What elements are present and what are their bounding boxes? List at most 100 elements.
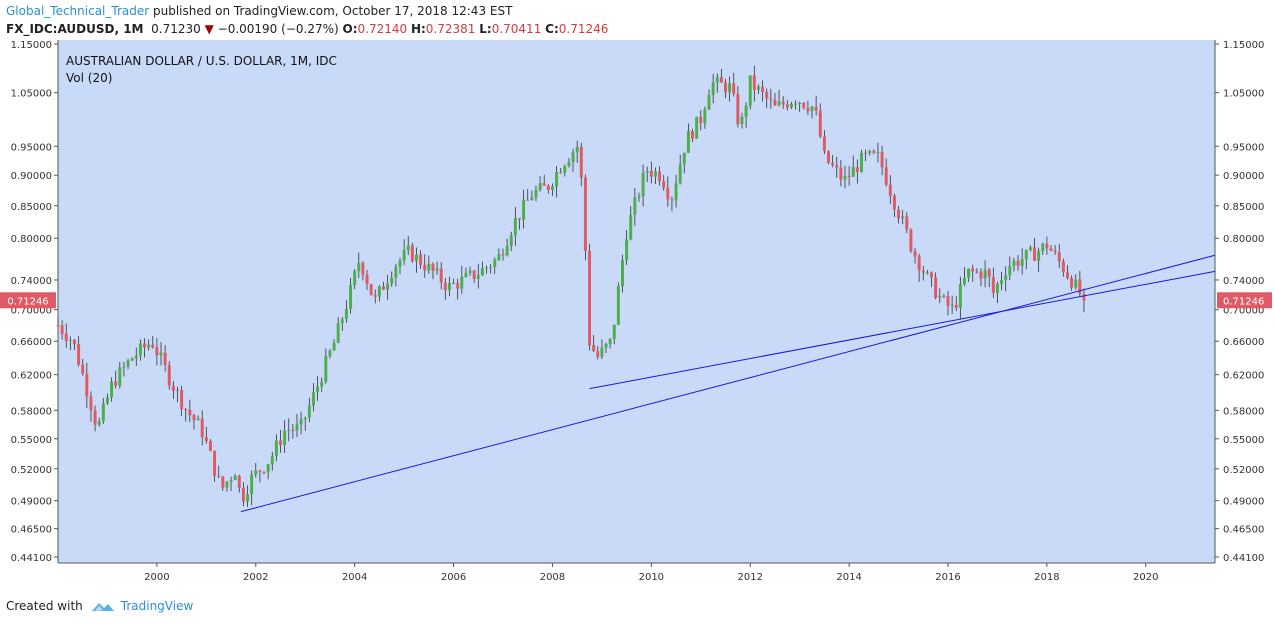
- y-tick-label-left: 0.58000: [11, 406, 52, 417]
- candle-up: [513, 218, 517, 236]
- candle-down: [241, 487, 245, 502]
- candle-down: [872, 150, 876, 153]
- candle-down: [365, 274, 369, 284]
- x-tick-label: 2002: [243, 572, 268, 583]
- x-tick-label: 2012: [737, 572, 762, 583]
- candle-down: [369, 283, 373, 295]
- candle-up: [563, 166, 567, 173]
- candle-up: [629, 214, 633, 240]
- y-tick-label-right: 0.90000: [1223, 171, 1264, 182]
- candle-down: [163, 352, 167, 365]
- candle-down: [892, 195, 896, 210]
- candle-up: [555, 172, 559, 187]
- candle-down: [884, 167, 888, 185]
- candle-down: [114, 381, 118, 386]
- y-tick-label-right: 1.15000: [1223, 40, 1264, 51]
- candle-down: [204, 437, 208, 442]
- candle-down: [155, 347, 159, 356]
- candle-up: [390, 277, 394, 284]
- candle-up: [612, 324, 616, 339]
- candle-up: [130, 358, 134, 361]
- candle-up: [1024, 249, 1028, 260]
- candle-down: [361, 262, 365, 275]
- trendline: [240, 254, 1216, 513]
- candle-up: [695, 116, 699, 139]
- candle-down: [905, 216, 909, 230]
- candle-up: [377, 286, 381, 297]
- y-tick-label-left: 0.90000: [11, 171, 52, 182]
- candle-down: [382, 286, 385, 290]
- candle-up: [983, 269, 987, 279]
- y-tick-label-right: 0.62000: [1223, 371, 1264, 382]
- candle-up: [134, 355, 138, 359]
- candle-down: [208, 441, 212, 451]
- candle-up: [349, 285, 353, 309]
- x-tick-label: 2010: [639, 572, 664, 583]
- candle-up: [110, 381, 114, 398]
- open-value: 0.72140: [357, 22, 408, 36]
- plot-area[interactable]: [58, 40, 1215, 563]
- high-label: H:: [410, 22, 426, 36]
- candle-up: [394, 266, 398, 278]
- candle-up: [316, 386, 320, 393]
- candle-down: [913, 251, 917, 257]
- candle-up: [633, 197, 637, 215]
- tradingview-link[interactable]: TradingView: [120, 599, 194, 613]
- candle-up: [637, 196, 641, 198]
- candle-down: [237, 475, 241, 488]
- down-arrow-icon: ▼: [204, 22, 214, 36]
- candle-up: [967, 268, 971, 278]
- candle-down: [456, 283, 460, 289]
- candle-down: [546, 185, 550, 190]
- candle-down: [439, 268, 443, 283]
- candle-up: [299, 419, 303, 425]
- candle-down: [670, 199, 674, 201]
- candle-down: [785, 104, 789, 108]
- candle-down: [596, 350, 600, 357]
- candle-down: [806, 107, 810, 112]
- candle-down: [835, 165, 839, 168]
- candle-up: [126, 360, 130, 367]
- y-tick-label-left: 0.70000: [11, 306, 52, 317]
- candle-down: [1070, 277, 1074, 288]
- candle-down: [719, 77, 723, 83]
- candle-down: [291, 429, 295, 431]
- y-tick-label-left: 0.55000: [11, 435, 52, 446]
- candle-up: [287, 429, 291, 431]
- author-link[interactable]: Global_Technical_Trader: [6, 4, 150, 18]
- candle-down: [1045, 243, 1049, 249]
- low-value: 0.70411: [491, 22, 542, 36]
- candle-up: [868, 150, 872, 154]
- candle-up: [176, 389, 179, 391]
- candle-up: [715, 77, 719, 83]
- tradingview-logo-icon[interactable]: [91, 599, 115, 613]
- candle-up: [789, 103, 793, 108]
- candle-up: [303, 417, 307, 420]
- candle-down: [143, 343, 147, 348]
- candle-down: [517, 218, 521, 220]
- candle-up: [476, 275, 480, 279]
- candle-up: [550, 186, 554, 190]
- candle-up: [159, 352, 163, 356]
- candle-up: [678, 164, 682, 184]
- candle-up: [1074, 279, 1078, 288]
- candle-up: [274, 440, 278, 457]
- candle-up: [283, 430, 287, 445]
- y-tick-label-right: 0.85000: [1223, 202, 1264, 213]
- candle-down: [699, 116, 703, 124]
- candle-down: [839, 167, 843, 180]
- candle-down: [769, 98, 773, 100]
- candle-down: [419, 254, 423, 266]
- candle-up: [522, 199, 526, 220]
- candle-up: [567, 161, 571, 167]
- candle-up: [641, 172, 645, 197]
- candle-up: [571, 152, 575, 162]
- x-tick-label: 2018: [1034, 572, 1059, 583]
- candle-down: [1053, 250, 1057, 253]
- y-tick-label-right: 0.58000: [1223, 406, 1264, 417]
- candle-down: [1049, 248, 1053, 251]
- candle-down: [279, 440, 282, 445]
- price-chart[interactable]: 1.15000 1.05000 0.95000 0.90000 0.85000 0.800…: [0, 40, 1274, 590]
- candles: [56, 65, 1086, 507]
- candle-up: [398, 260, 402, 267]
